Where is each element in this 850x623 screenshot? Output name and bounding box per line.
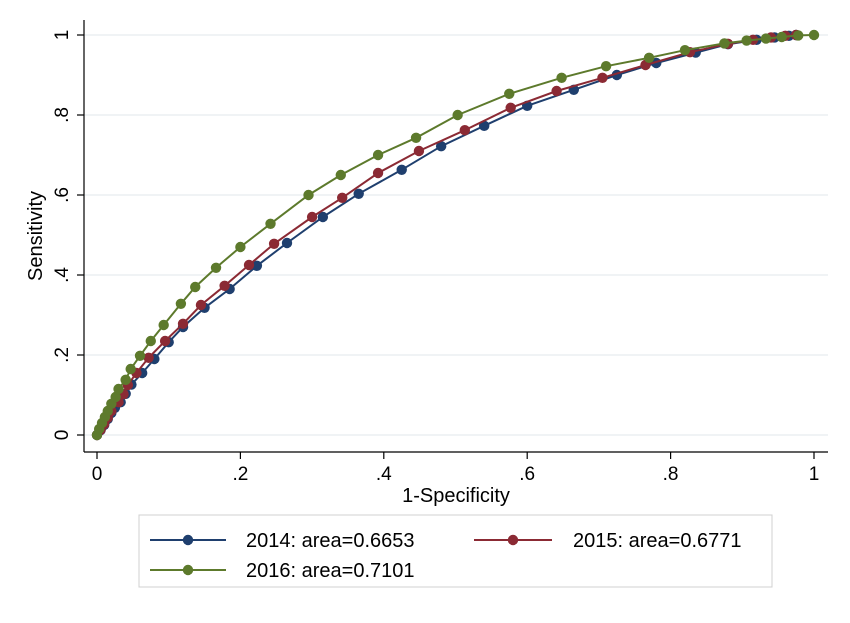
gridlines xyxy=(84,34,828,436)
series-2-point-31 xyxy=(776,31,787,43)
series-2-point-25 xyxy=(600,60,612,72)
legend-item-2: 2016: area=0.7101 xyxy=(150,560,415,582)
series-1-point-15 xyxy=(268,238,280,249)
series-1-point-23 xyxy=(597,72,608,84)
series-2-point-13 xyxy=(175,298,187,309)
series-2-point-30 xyxy=(760,33,772,44)
series-2-point-27 xyxy=(679,45,691,56)
series-2-point-12 xyxy=(158,319,169,331)
legend: 2014: area=0.6653 2015: area=0.6771 2016: … xyxy=(138,514,773,588)
x-tick-label-2: .4 xyxy=(376,464,392,485)
series-2-point-29 xyxy=(741,35,752,46)
series-2-point-14 xyxy=(190,281,201,293)
series-2-point-28 xyxy=(719,38,730,49)
series-line-0 xyxy=(96,34,797,436)
series-0-point-15 xyxy=(251,260,263,271)
series-2-point-17 xyxy=(265,218,276,229)
series-1-point-12 xyxy=(195,299,207,311)
series-2-point-26 xyxy=(643,52,655,63)
series-2-point-24 xyxy=(556,72,567,84)
y-tick-label-0: 0 xyxy=(52,430,73,441)
y-tick-label-1: .2 xyxy=(52,347,73,363)
x-tick-label-0: 0 xyxy=(92,464,103,485)
x-tick-label-5: 1 xyxy=(809,464,820,485)
series-0-point-20 xyxy=(435,141,447,152)
legend-label-1: 2015: area=0.6771 xyxy=(573,530,742,552)
series-1-point-13 xyxy=(219,280,230,291)
series-1 xyxy=(91,29,802,441)
series-2-point-21 xyxy=(410,132,422,143)
x-tick-label-3: .6 xyxy=(519,464,535,485)
series-1-point-22 xyxy=(551,85,562,97)
series-1-point-21 xyxy=(505,102,516,114)
series-2-point-22 xyxy=(452,109,463,121)
series-2-point-8 xyxy=(120,374,131,385)
series-line-1 xyxy=(96,34,797,436)
legend-item-1: 2015: area=0.6771 xyxy=(474,530,742,552)
series-1-point-17 xyxy=(337,192,348,203)
series-2-point-16 xyxy=(235,241,246,253)
series-2-point-32 xyxy=(793,30,804,41)
series-0-point-19 xyxy=(396,164,407,175)
series-1-point-14 xyxy=(243,259,255,271)
series-1-point-16 xyxy=(306,211,318,223)
x-tick-label-1: .2 xyxy=(232,464,248,485)
series-1-point-19 xyxy=(413,145,425,157)
series-1-point-20 xyxy=(459,125,471,136)
series-layer xyxy=(91,29,820,441)
series-2-point-33 xyxy=(808,29,820,41)
legend-marker-1 xyxy=(507,534,519,546)
series-1-point-9 xyxy=(143,352,154,363)
y-tick-label-4: .8 xyxy=(52,107,73,123)
series-0-point-16 xyxy=(281,237,293,249)
series-line-2 xyxy=(96,34,815,436)
axes: 0 .2 .4 .6 .8 1 0 .2 .4 .6 .8 1 xyxy=(52,20,828,485)
legend-marker-0 xyxy=(182,534,194,546)
legend-marker-2 xyxy=(182,564,194,576)
x-axis-title: 1-Specificity xyxy=(402,485,510,507)
y-tick-label-5: 1 xyxy=(52,30,73,41)
series-2-point-19 xyxy=(335,169,346,181)
x-tick-label-4: .8 xyxy=(663,464,679,485)
y-tick-label-2: .4 xyxy=(52,267,73,283)
legend-label-2: 2016: area=0.7101 xyxy=(246,560,415,582)
series-2-point-6 xyxy=(110,391,121,403)
series-2-point-18 xyxy=(303,189,314,201)
series-0-point-21 xyxy=(478,120,490,131)
legend-item-0: 2014: area=0.6653 xyxy=(150,530,415,552)
series-0-point-18 xyxy=(353,188,364,199)
series-2-point-9 xyxy=(125,363,136,375)
series-2-point-11 xyxy=(145,335,156,347)
series-2-point-20 xyxy=(372,149,384,161)
y-tick-label-3: .6 xyxy=(52,187,73,203)
legend-label-0: 2014: area=0.6653 xyxy=(246,530,415,552)
series-1-point-18 xyxy=(372,167,384,179)
series-2-point-23 xyxy=(504,88,515,100)
y-axis-title: Sensitivity xyxy=(25,191,47,281)
series-0-point-17 xyxy=(317,211,329,223)
legend-box xyxy=(138,514,773,588)
series-2-point-7 xyxy=(113,383,124,395)
series-2 xyxy=(91,29,820,441)
series-1-point-11 xyxy=(177,318,189,329)
series-2-point-15 xyxy=(210,262,222,273)
series-1-point-10 xyxy=(159,335,171,347)
series-2-point-10 xyxy=(134,350,146,361)
series-0 xyxy=(91,29,802,441)
